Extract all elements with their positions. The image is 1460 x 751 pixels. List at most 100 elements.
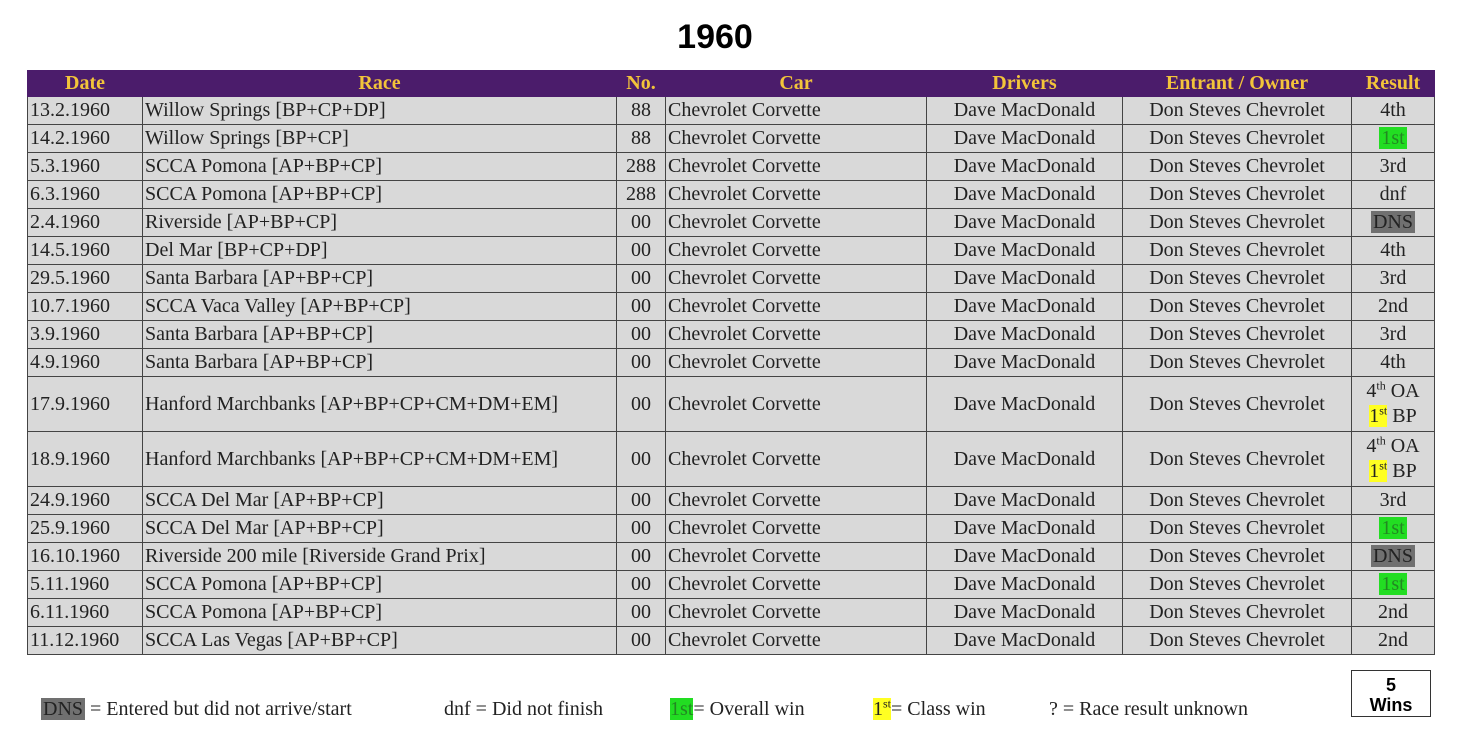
result-value: dnf — [1379, 183, 1407, 205]
legend-dnf-text: dnf = Did not finish — [444, 698, 604, 720]
result-line: 4th OA — [1354, 379, 1432, 404]
legend-overall-text: = Overall win — [693, 698, 805, 720]
result-value: 3rd — [1379, 267, 1407, 289]
driver-cell: Dave MacDonald — [926, 376, 1123, 432]
date-cell: 25.9.1960 — [27, 514, 143, 543]
date-cell: 18.9.1960 — [27, 431, 143, 487]
table-row: 2.4.1960 Riverside [AP+BP+CP] 00 Chevrolet … — [27, 208, 1435, 237]
table-row: 6.3.1960 SCCA Pomona [AP+BP+CP] 288 Chevrol… — [27, 180, 1435, 209]
result-cell: DNS — [1351, 542, 1435, 571]
page-title: 1960 — [677, 18, 753, 56]
number-cell: 00 — [616, 626, 666, 655]
result-cell: DNS — [1351, 208, 1435, 237]
result-value: 2nd — [1378, 601, 1408, 623]
result-value: 3rd — [1379, 489, 1407, 511]
race-cell: SCCA Del Mar [AP+BP+CP] — [142, 514, 617, 543]
date-cell: 14.2.1960 — [27, 124, 143, 153]
entrant-cell: Don Steves Chevrolet — [1122, 264, 1352, 293]
number-cell: 00 — [616, 431, 666, 487]
result-line: 4th OA — [1354, 434, 1432, 459]
race-cell: Del Mar [BP+CP+DP] — [142, 236, 617, 265]
race-cell: SCCA Pomona [AP+BP+CP] — [142, 570, 617, 599]
car-cell: Chevrolet Corvette — [665, 486, 927, 515]
table-row: 5.3.1960 SCCA Pomona [AP+BP+CP] 288 Chevrol… — [27, 152, 1435, 181]
race-cell: Hanford Marchbanks [AP+BP+CP+CM+DM+EM] — [142, 431, 617, 487]
driver-cell: Dave MacDonald — [926, 570, 1123, 599]
result-value: DNS — [1370, 211, 1415, 233]
entrant-cell: Don Steves Chevrolet — [1122, 320, 1352, 349]
column-header-result: Result — [1351, 70, 1435, 97]
entrant-cell: Don Steves Chevrolet — [1122, 376, 1352, 432]
race-cell: Willow Springs [BP+CP] — [142, 124, 617, 153]
result-suffix: BP — [1387, 460, 1417, 482]
result-cell: dnf — [1351, 180, 1435, 209]
entrant-cell: Don Steves Chevrolet — [1122, 124, 1352, 153]
car-cell: Chevrolet Corvette — [665, 320, 927, 349]
table-row: 24.9.1960 SCCA Del Mar [AP+BP+CP] 00 Chevro… — [27, 486, 1435, 515]
driver-cell: Dave MacDonald — [926, 542, 1123, 571]
result-cell: 3rd — [1351, 486, 1435, 515]
date-cell: 14.5.1960 — [27, 236, 143, 265]
column-header-drivers: Drivers — [926, 70, 1123, 97]
column-header-race: Race — [142, 70, 617, 97]
race-cell: Santa Barbara [AP+BP+CP] — [142, 320, 617, 349]
result-value: 1st — [1379, 573, 1407, 595]
legend-overall-win: 1st= Overall win — [670, 698, 805, 721]
result-place: 1st — [1369, 458, 1388, 482]
car-cell: Chevrolet Corvette — [665, 570, 927, 599]
legend-class-text: = Class win — [891, 698, 986, 720]
date-cell: 10.7.1960 — [27, 292, 143, 321]
race-cell: SCCA Las Vegas [AP+BP+CP] — [142, 626, 617, 655]
wins-count: 5 — [1385, 675, 1396, 695]
legend-class-key: 1st — [873, 696, 892, 720]
table-body: 13.2.1960 Willow Springs [BP+CP+DP] 88 Chev… — [27, 96, 1435, 655]
table-row: 13.2.1960 Willow Springs [BP+CP+DP] 88 Chev… — [27, 96, 1435, 125]
result-suffix: OA — [1385, 435, 1420, 457]
driver-cell: Dave MacDonald — [926, 96, 1123, 125]
driver-cell: Dave MacDonald — [926, 431, 1123, 487]
result-line: 1st BP — [1354, 404, 1432, 429]
entrant-cell: Don Steves Chevrolet — [1122, 431, 1352, 487]
result-line: 1st BP — [1354, 459, 1432, 484]
table-row: 6.11.1960 SCCA Pomona [AP+BP+CP] 00 Chevrol… — [27, 598, 1435, 627]
table-header-row: Date Race No. Car Drivers Entrant / Owne… — [27, 70, 1435, 97]
column-header-entrant: Entrant / Owner — [1122, 70, 1352, 97]
table-row: 5.11.1960 SCCA Pomona [AP+BP+CP] 00 Chevrol… — [27, 570, 1435, 599]
result-value: 4th — [1380, 99, 1406, 121]
result-place: 1st — [1369, 403, 1388, 427]
entrant-cell: Don Steves Chevrolet — [1122, 514, 1352, 543]
driver-cell: Dave MacDonald — [926, 486, 1123, 515]
legend-class-win: 1st= Class win — [873, 696, 986, 721]
date-cell: 24.9.1960 — [27, 486, 143, 515]
car-cell: Chevrolet Corvette — [665, 514, 927, 543]
car-cell: Chevrolet Corvette — [665, 264, 927, 293]
result-cell: 2nd — [1351, 626, 1435, 655]
number-cell: 00 — [616, 236, 666, 265]
car-cell: Chevrolet Corvette — [665, 152, 927, 181]
entrant-cell: Don Steves Chevrolet — [1122, 348, 1352, 377]
car-cell: Chevrolet Corvette — [665, 626, 927, 655]
number-cell: 00 — [616, 348, 666, 377]
driver-cell: Dave MacDonald — [926, 292, 1123, 321]
result-cell: 2nd — [1351, 292, 1435, 321]
entrant-cell: Don Steves Chevrolet — [1122, 180, 1352, 209]
car-cell: Chevrolet Corvette — [665, 96, 927, 125]
number-cell: 00 — [616, 514, 666, 543]
legend-dns-text: = Entered but did not arrive/start — [85, 698, 352, 720]
result-value: 3rd — [1379, 155, 1407, 177]
result-place: 4th — [1366, 433, 1386, 457]
entrant-cell: Don Steves Chevrolet — [1122, 236, 1352, 265]
table-row: 11.12.1960 SCCA Las Vegas [AP+BP+CP] 00 Che… — [27, 626, 1435, 655]
entrant-cell: Don Steves Chevrolet — [1122, 542, 1352, 571]
result-value: DNS — [1370, 545, 1415, 567]
race-cell: SCCA Pomona [AP+BP+CP] — [142, 152, 617, 181]
date-cell: 3.9.1960 — [27, 320, 143, 349]
number-cell: 00 — [616, 264, 666, 293]
race-cell: Riverside [AP+BP+CP] — [142, 208, 617, 237]
table-row: 29.5.1960 Santa Barbara [AP+BP+CP] 00 Chevr… — [27, 264, 1435, 293]
results-table: Date Race No. Car Drivers Entrant / Owne… — [27, 70, 1435, 655]
driver-cell: Dave MacDonald — [926, 152, 1123, 181]
result-cell: 3rd — [1351, 320, 1435, 349]
car-cell: Chevrolet Corvette — [665, 292, 927, 321]
entrant-cell: Don Steves Chevrolet — [1122, 626, 1352, 655]
